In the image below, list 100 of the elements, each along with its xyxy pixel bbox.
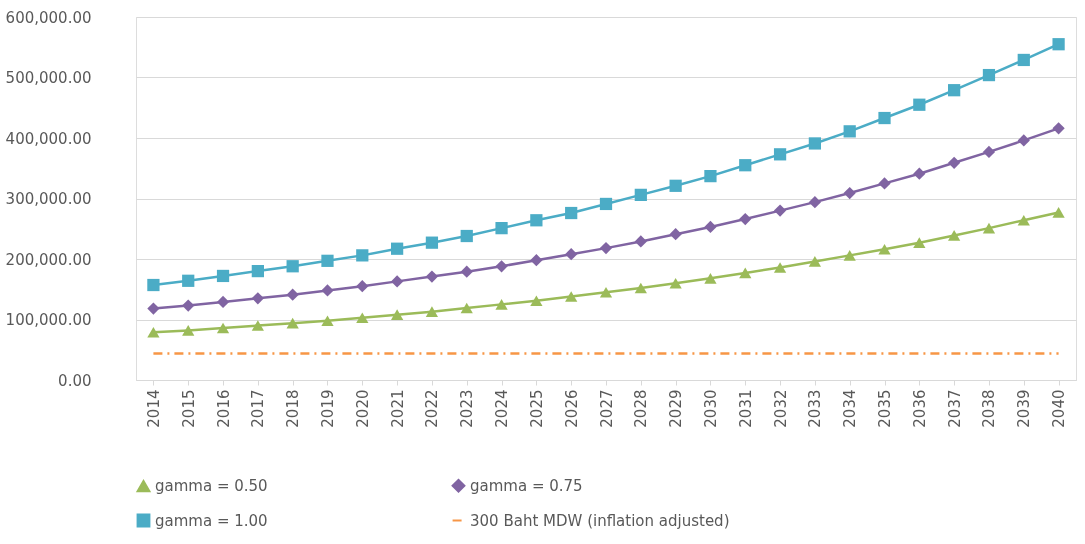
point (669, 179, 682, 192)
point (565, 291, 578, 302)
point (460, 229, 473, 243)
x-tick-label: 2033 (806, 389, 825, 428)
point (878, 177, 891, 190)
x-tick-label: 2034 (841, 389, 860, 428)
point (1017, 134, 1030, 147)
point (147, 278, 160, 292)
point (425, 306, 439, 317)
point (495, 299, 508, 310)
point (425, 236, 439, 249)
point (460, 302, 473, 314)
x-tick-label: 2022 (423, 389, 442, 428)
point (773, 262, 787, 273)
point (182, 299, 195, 312)
point (982, 145, 996, 159)
point (251, 264, 264, 278)
point (565, 248, 578, 261)
x-tick-label: 2032 (771, 389, 790, 428)
point (356, 249, 369, 262)
point (808, 256, 822, 267)
y-tick-label: 0.00 (58, 371, 92, 390)
y-tick-label: 500,000.00 (5, 69, 92, 87)
point (1052, 38, 1065, 51)
point (982, 68, 996, 82)
point (321, 284, 334, 297)
point (913, 237, 926, 248)
point (773, 148, 787, 161)
point (425, 270, 439, 283)
x-tick-label: 2040 (1050, 389, 1069, 428)
point (216, 269, 230, 283)
point (495, 222, 508, 235)
legend-label: 300 Baht MDW (inflation adjusted) (470, 511, 730, 530)
point (147, 302, 160, 315)
y-tick-label: 200,000.00 (5, 250, 92, 269)
point (982, 222, 996, 234)
x-tick-label: 2025 (527, 389, 546, 428)
point (599, 197, 613, 211)
point (286, 288, 299, 301)
x-tick-label: 2017 (249, 389, 268, 428)
point (251, 320, 264, 331)
x-tick-label: 2036 (910, 389, 929, 428)
point (286, 260, 299, 273)
point (599, 286, 613, 298)
point (390, 309, 404, 320)
point (948, 156, 961, 169)
point (1052, 122, 1065, 135)
x-tick-label: 2018 (284, 389, 303, 428)
legend-label: gamma = 0.50 (155, 477, 268, 496)
point (321, 315, 334, 327)
point (530, 214, 543, 227)
point (286, 317, 299, 329)
legend-label: gamma = 1.00 (155, 511, 268, 530)
point (530, 295, 543, 307)
point (356, 312, 369, 323)
point (948, 84, 961, 97)
x-tick-label: 2016 (214, 389, 233, 428)
x-tick-label: 2020 (353, 389, 372, 428)
point (216, 295, 230, 309)
x-tick-label: 2039 (1015, 389, 1034, 428)
point (565, 206, 578, 220)
x-tick-label: 2035 (876, 389, 895, 428)
x-tick-label: 2028 (632, 389, 651, 428)
x-tick-label: 2031 (736, 389, 755, 428)
point (599, 241, 613, 255)
point (356, 280, 369, 293)
point (739, 212, 752, 226)
point (948, 230, 961, 241)
x-tick-label: 2015 (179, 389, 198, 428)
x-tick-label: 2023 (458, 389, 477, 428)
y-tick-label: 400,000.00 (5, 129, 92, 148)
y-tick-label: 600,000.00 (5, 8, 92, 27)
x-tick-label: 2029 (667, 389, 686, 428)
point (182, 274, 195, 287)
point (1017, 214, 1030, 226)
x-tick-label: 2024 (493, 389, 512, 428)
x-tick-label: 2014 (144, 389, 163, 428)
point (634, 188, 647, 201)
point (669, 228, 682, 241)
point (773, 204, 787, 217)
x-tick-label: 2038 (980, 389, 999, 428)
point (739, 159, 752, 172)
point (251, 292, 264, 305)
x-tick-label: 2030 (701, 389, 720, 428)
point (530, 254, 543, 267)
point (913, 167, 926, 180)
point (704, 220, 717, 234)
point (808, 196, 822, 209)
point (808, 137, 822, 150)
point (704, 169, 717, 183)
x-tick-label: 2037 (945, 389, 964, 428)
y-tick-label: 100,000.00 (5, 311, 92, 329)
x-tick-label: 2021 (388, 389, 407, 428)
point (495, 260, 508, 273)
point (460, 265, 473, 278)
point (1052, 207, 1065, 218)
x-tick-label: 2019 (318, 389, 337, 428)
point (704, 273, 717, 284)
point (669, 277, 682, 289)
point (182, 325, 195, 336)
